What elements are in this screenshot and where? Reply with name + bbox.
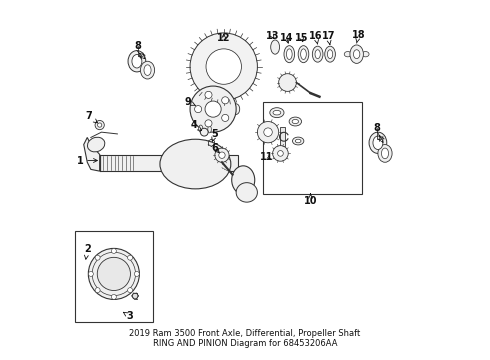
Text: 7: 7: [86, 111, 98, 123]
Circle shape: [95, 121, 104, 130]
Bar: [75, 231, 153, 322]
Ellipse shape: [293, 137, 304, 145]
Circle shape: [127, 288, 133, 293]
Circle shape: [278, 150, 283, 156]
Text: 2019 Ram 3500 Front Axle, Differential, Propeller Shaft
RING AND PINION Diagram : 2019 Ram 3500 Front Axle, Differential, …: [129, 329, 361, 348]
Ellipse shape: [128, 51, 146, 72]
Ellipse shape: [144, 65, 151, 76]
Circle shape: [88, 248, 139, 300]
Circle shape: [95, 288, 100, 293]
Text: 11: 11: [260, 152, 273, 162]
Ellipse shape: [362, 51, 369, 57]
Circle shape: [98, 257, 130, 291]
Ellipse shape: [287, 49, 292, 59]
Text: 16: 16: [309, 31, 322, 44]
Circle shape: [111, 248, 116, 253]
Text: 6: 6: [212, 143, 220, 153]
Ellipse shape: [200, 128, 208, 136]
Circle shape: [111, 294, 116, 300]
Text: 2: 2: [84, 244, 91, 259]
Ellipse shape: [350, 45, 364, 63]
Ellipse shape: [270, 108, 284, 118]
Text: 8: 8: [135, 41, 142, 51]
Circle shape: [190, 33, 257, 100]
Text: 14: 14: [280, 33, 294, 43]
Text: 3: 3: [123, 311, 133, 321]
Circle shape: [206, 49, 242, 84]
Ellipse shape: [325, 46, 335, 62]
Text: 9: 9: [185, 97, 196, 107]
Bar: [280, 127, 285, 146]
Text: 17: 17: [321, 31, 335, 45]
Ellipse shape: [312, 46, 323, 62]
Ellipse shape: [353, 50, 360, 59]
Ellipse shape: [132, 54, 142, 68]
Text: 12: 12: [217, 33, 230, 43]
Text: 15: 15: [295, 33, 309, 43]
Ellipse shape: [378, 145, 392, 162]
Ellipse shape: [381, 148, 389, 159]
Bar: [99, 155, 238, 171]
Polygon shape: [132, 293, 138, 299]
Text: 10: 10: [304, 193, 318, 206]
Ellipse shape: [236, 183, 257, 202]
Circle shape: [195, 105, 202, 113]
Ellipse shape: [327, 50, 333, 59]
Ellipse shape: [87, 137, 105, 152]
Circle shape: [205, 91, 212, 98]
Circle shape: [134, 271, 139, 276]
Circle shape: [88, 271, 94, 276]
Circle shape: [279, 74, 296, 91]
Circle shape: [215, 148, 229, 162]
Text: 13: 13: [266, 31, 279, 41]
Ellipse shape: [284, 46, 294, 63]
Ellipse shape: [160, 139, 231, 189]
Circle shape: [205, 101, 221, 117]
Ellipse shape: [298, 46, 309, 63]
Ellipse shape: [270, 40, 280, 54]
Bar: [263, 102, 362, 194]
Ellipse shape: [344, 51, 351, 57]
Ellipse shape: [198, 125, 203, 132]
Text: 18: 18: [352, 30, 365, 43]
Circle shape: [190, 86, 236, 132]
Ellipse shape: [301, 49, 306, 59]
Ellipse shape: [141, 61, 155, 79]
Ellipse shape: [232, 166, 255, 194]
Ellipse shape: [373, 136, 383, 149]
Circle shape: [205, 120, 212, 127]
Text: 5: 5: [212, 129, 218, 142]
Circle shape: [264, 128, 272, 136]
Ellipse shape: [315, 50, 320, 59]
Ellipse shape: [292, 120, 298, 123]
Circle shape: [272, 145, 288, 161]
Circle shape: [95, 255, 100, 260]
Circle shape: [98, 123, 102, 127]
Text: 4: 4: [190, 120, 201, 130]
Ellipse shape: [208, 126, 211, 133]
Ellipse shape: [295, 139, 301, 143]
Ellipse shape: [233, 104, 240, 114]
Ellipse shape: [273, 111, 281, 115]
Circle shape: [127, 255, 133, 260]
Circle shape: [221, 97, 229, 104]
Polygon shape: [84, 138, 99, 171]
Circle shape: [257, 122, 279, 143]
Text: 8: 8: [373, 122, 380, 132]
Circle shape: [219, 152, 225, 158]
Ellipse shape: [369, 132, 387, 153]
Ellipse shape: [289, 117, 301, 126]
Circle shape: [221, 114, 229, 121]
Text: 1: 1: [77, 156, 98, 166]
